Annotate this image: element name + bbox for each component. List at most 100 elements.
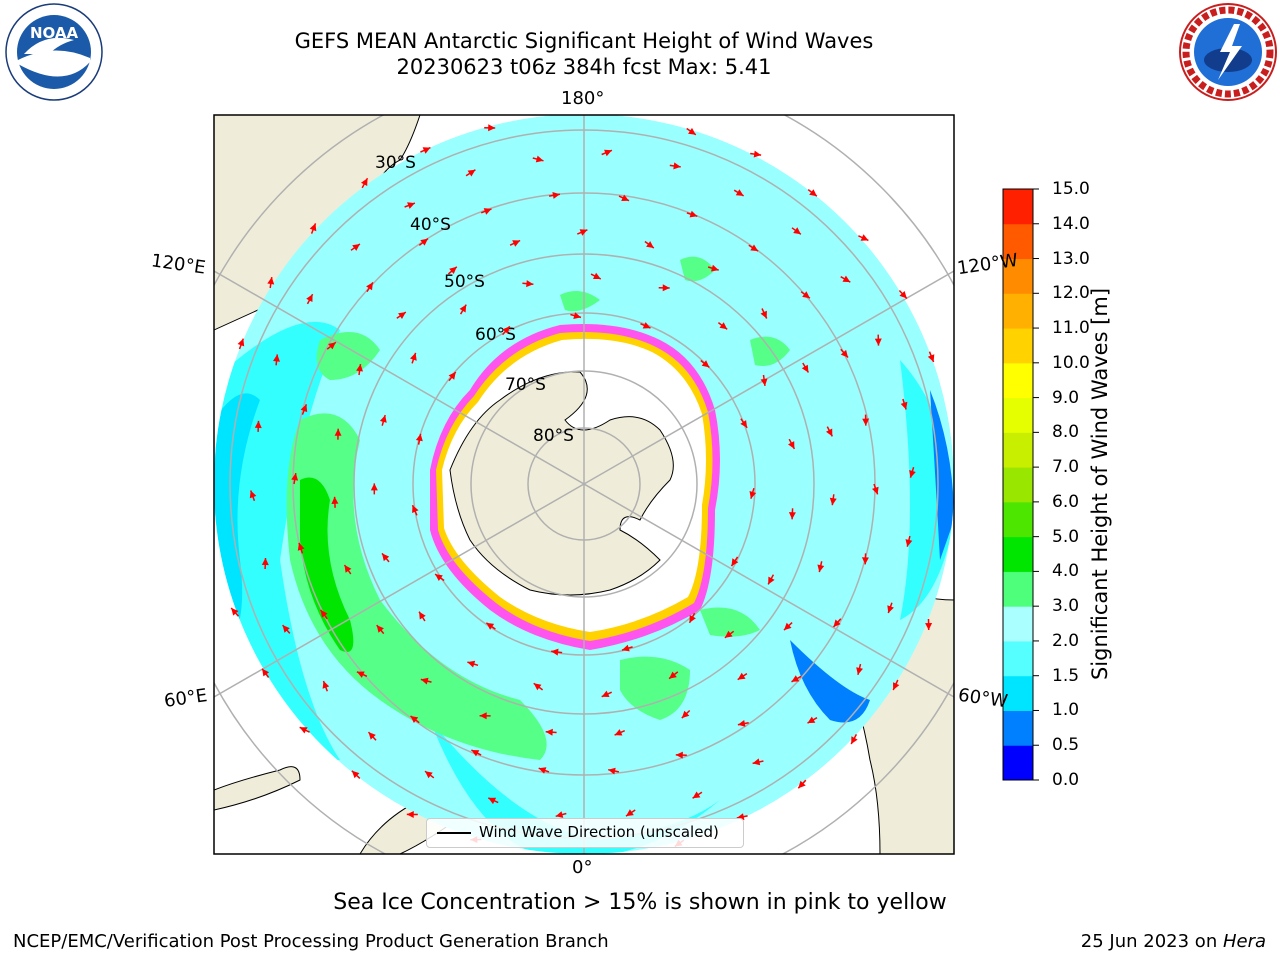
colorbar-segment — [1003, 223, 1033, 260]
africa-land — [214, 766, 301, 811]
colorbar-segment — [1003, 536, 1033, 572]
wind-arrow-head — [483, 208, 492, 215]
wind-arrow-head — [899, 291, 907, 299]
wind-arrow-head — [231, 608, 239, 616]
wind-arrow-head — [410, 352, 417, 361]
wind-arrow-head — [601, 690, 610, 697]
colorbar-tick-label: 12.0 — [1052, 283, 1090, 304]
wind-arrow-head — [842, 275, 851, 283]
wind-arrow-head — [622, 644, 630, 652]
lat-label-80s: 80°S — [533, 426, 574, 446]
lat-label-60s: 60°S — [475, 325, 516, 345]
legend-label: Wind Wave Direction (unscaled) — [479, 823, 719, 841]
colorbar-segment — [1003, 189, 1033, 225]
wind-arrow-head — [807, 716, 816, 724]
wind-arrow-head — [352, 244, 360, 251]
wind-arrow-head — [331, 496, 339, 504]
wind-arrow-head — [488, 124, 496, 132]
colorbar-tick-label: 1.5 — [1052, 665, 1080, 686]
wind-arrow-head — [356, 364, 363, 372]
lat-label-50s: 50°S — [444, 272, 485, 292]
chart-subtitle-run-info: 20230623 t06z 384h fcst Max: 5.41 — [396, 55, 772, 79]
colorbar-tick-label: 14.0 — [1052, 213, 1090, 234]
wind-arrow-head — [791, 675, 800, 682]
wind-arrow-head — [809, 189, 817, 197]
wind-arrow-head — [856, 667, 863, 675]
colorbar-segment — [1003, 362, 1033, 399]
wind-arrow-head — [862, 418, 870, 426]
wind-arrow-head — [731, 558, 739, 567]
lat-label-70s: 70°S — [505, 375, 546, 395]
wind-arrow-head — [361, 178, 368, 186]
wind-arrow-head — [486, 622, 495, 630]
wind-arrow-head — [689, 615, 696, 623]
wind-arrow-head — [752, 758, 761, 766]
wind-arrow-head — [829, 497, 837, 506]
wind-arrow-head — [905, 539, 913, 547]
colorbar-tick-label: 9.0 — [1052, 387, 1080, 408]
noaa-logo: NOAA — [5, 3, 103, 101]
wind-arrow-head — [887, 605, 894, 613]
wind-arrow-head — [900, 401, 908, 410]
wind-arrow-head — [512, 240, 521, 247]
wind-arrow-head — [309, 223, 317, 232]
wind-arrow-head — [449, 266, 457, 274]
wind-arrow-head — [334, 428, 342, 436]
wind-arrow-head — [840, 349, 848, 358]
wind-arrow-head — [719, 322, 728, 330]
wind-arrow-head — [689, 210, 698, 218]
wind-arrow-head — [642, 322, 651, 329]
nws-logo — [1179, 3, 1277, 101]
graticule — [214, 115, 954, 854]
wind-arrow-head — [412, 505, 419, 513]
colorbar-tick-label: 5.0 — [1052, 526, 1080, 547]
wind-arrow-head — [711, 264, 719, 272]
wind-arrow-head — [552, 192, 560, 199]
wind-arrow-head — [267, 277, 275, 285]
wind-arrow-head — [669, 671, 677, 679]
wind-arrow-head — [356, 671, 365, 678]
wind-arrow-head — [479, 712, 487, 720]
wind-arrow-head — [579, 229, 588, 236]
wind-arrow-head — [249, 490, 257, 499]
colorbar-tick-label: 0.0 — [1052, 770, 1080, 790]
wind-arrow-head — [593, 272, 601, 279]
wind-arrow-head — [909, 470, 916, 478]
colorbar-title: Significant Height of Wind Waves [m] — [1088, 287, 1112, 681]
wind-arrow-head — [406, 811, 414, 818]
wind-arrow-head — [555, 811, 564, 818]
colorbar-segment — [1003, 745, 1033, 781]
colorbar-segment — [1003, 258, 1033, 294]
wind-arrow-head — [398, 312, 406, 319]
wind-arrow-head — [344, 565, 352, 573]
colorbar-segment — [1003, 606, 1033, 642]
wind-arrow-head — [692, 791, 701, 799]
sea-ice-note: Sea Ice Concentration > 15% is shown in … — [333, 890, 947, 915]
wind-arrow-head — [467, 169, 476, 177]
wind-arrow-head — [701, 360, 710, 368]
wind-arrow-head — [262, 668, 270, 677]
lat-label-40s: 40°S — [410, 215, 451, 235]
wind-arrow-head — [448, 372, 456, 380]
wind-arrow-head — [604, 149, 612, 157]
colorbar-segment — [1003, 328, 1033, 364]
map-legend: Wind Wave Direction (unscaled) — [426, 818, 744, 848]
wind-arrow-head — [760, 378, 768, 386]
wind-arrow-head — [459, 304, 467, 313]
wind-arrow-head — [368, 732, 376, 740]
colorbar-segment — [1003, 675, 1033, 711]
colorbar-tick-label: 11.0 — [1052, 318, 1090, 339]
wind-arrow-head — [833, 619, 841, 627]
footer-credit: NCEP/EMC/Verification Post Processing Pr… — [13, 931, 609, 952]
wind-arrow-head — [551, 648, 559, 656]
wind-arrow-head — [351, 770, 360, 779]
wind-arrow-head — [297, 542, 305, 551]
svg-text:NOAA: NOAA — [30, 24, 79, 42]
wind-arrow-head — [407, 202, 415, 209]
wind-arrow-head — [826, 428, 833, 437]
wind-arrow-head — [328, 342, 336, 350]
wind-arrow-head — [851, 736, 858, 744]
colorbar-segment — [1003, 397, 1033, 433]
wind-arrow-head — [801, 364, 809, 373]
wind-arrow-head — [675, 751, 683, 759]
